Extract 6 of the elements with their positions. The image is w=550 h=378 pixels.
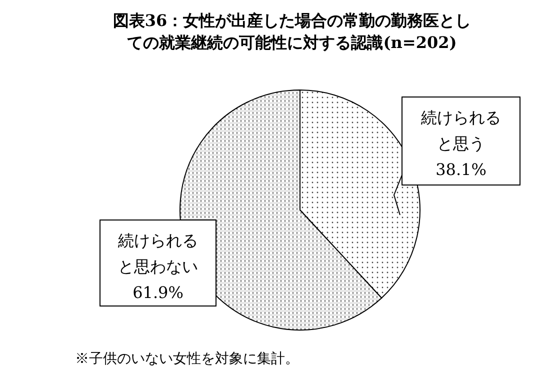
data-label: 61.9% <box>132 283 184 302</box>
slice-label: 続けられると思う <box>420 108 501 153</box>
slice-label: 続けられると思わない <box>117 231 198 276</box>
data-label: 38.1% <box>436 160 486 179</box>
annotation: ※子供のいない女性を対象に集計。 <box>75 351 299 367</box>
title: 図表36：女性が出産した場合の常勤の勤務医としての就業継続の可能性に対する認識(n=202) <box>112 11 472 52</box>
